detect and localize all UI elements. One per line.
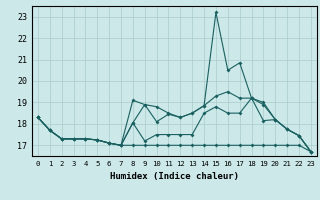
X-axis label: Humidex (Indice chaleur): Humidex (Indice chaleur) (110, 172, 239, 181)
